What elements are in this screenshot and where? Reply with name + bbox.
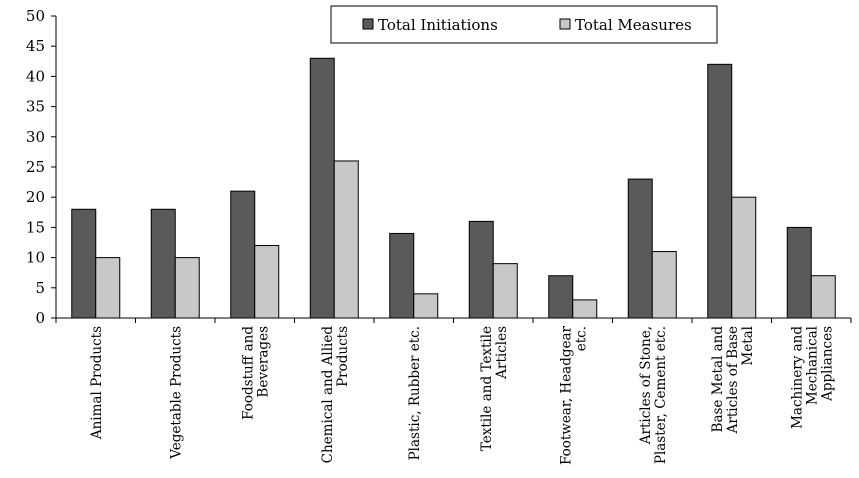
category-label: Chemical and Allied Products: [320, 326, 351, 464]
category-label-line: Mechanical: [804, 326, 820, 405]
y-tick-label: 0: [35, 309, 45, 327]
y-tick-label: 15: [26, 218, 45, 236]
bar-total-measures: [572, 299, 598, 319]
category-label-line: Articles of Base: [725, 326, 741, 434]
category-label: Textile and Textile Articles: [479, 326, 510, 451]
bar-total-initiations: [468, 220, 494, 319]
category-label: Animal Products: [89, 326, 105, 440]
category-label-line: Animal Products: [89, 326, 105, 440]
y-tick-label: 35: [26, 98, 45, 116]
category-label-line: Plaster, Cement etc.: [653, 326, 669, 464]
category-label-line: etc.: [573, 326, 589, 351]
bar-total-initiations: [548, 275, 574, 319]
bar-total-measures: [254, 245, 280, 319]
bar-total-initiations: [150, 208, 176, 319]
bar-total-measures: [95, 257, 121, 319]
category-label-line: Chemical and Allied: [320, 326, 336, 464]
bar-total-initiations: [786, 226, 812, 319]
category-labels: Animal Products Vegetable Products Foodstu…: [89, 325, 836, 465]
category-label-line: Articles: [494, 326, 510, 380]
category-label-line: Foodstuff and: [240, 326, 256, 420]
x-axis: [55, 317, 852, 323]
category-label: Base Metal and Articles of Base Metal: [710, 326, 756, 435]
bars: [71, 57, 836, 319]
bar-total-initiations: [309, 57, 335, 319]
category-label-line: Base Metal and: [710, 326, 726, 433]
y-tick-label: 45: [26, 37, 45, 55]
bar-total-initiations: [389, 232, 415, 319]
category-label-line: Footwear, Headgear: [558, 325, 574, 465]
bar-total-measures: [810, 275, 836, 319]
y-tick-label: 5: [35, 279, 45, 297]
legend-label: Total Initiations: [378, 16, 498, 34]
category-label-line: Machinery and: [789, 326, 805, 429]
bar-total-initiations: [627, 178, 653, 319]
y-axis: 0 5 10 15 20 25 30 35 40 45 50: [26, 7, 57, 327]
bar-total-measures: [413, 293, 439, 319]
category-label-line: Vegetable Products: [168, 326, 184, 460]
bar-total-measures: [333, 160, 359, 319]
category-label: Foodstuff and Beverages: [240, 326, 271, 420]
category-label-line: Metal: [740, 326, 756, 366]
category-label: Plastic, Rubber etc.: [407, 326, 423, 460]
bar-total-measures: [492, 263, 518, 319]
legend: Total Initiations Total Measures: [330, 5, 718, 44]
category-label: Vegetable Products: [168, 326, 184, 460]
category-label-line: Articles of Stone,: [638, 326, 654, 445]
legend-swatch-total-measures: [559, 18, 571, 30]
y-tick-label: 25: [26, 158, 45, 176]
y-tick-label: 40: [26, 67, 45, 85]
category-label: Machinery and Mechanical Appliances: [789, 326, 835, 429]
y-tick-label: 50: [26, 7, 45, 25]
y-tick-label: 30: [26, 128, 45, 146]
bar-total-initiations: [230, 190, 256, 319]
category-label-line: Products: [335, 326, 351, 387]
category-label: Articles of Stone, Plaster, Cement etc.: [638, 326, 669, 464]
legend-label: Total Measures: [575, 16, 692, 34]
bar-total-measures: [174, 257, 200, 319]
bar-total-measures: [731, 196, 757, 319]
bar-total-measures: [651, 251, 677, 319]
bar-total-initiations: [71, 208, 97, 319]
category-label-line: Plastic, Rubber etc.: [407, 326, 423, 460]
bar-total-initiations: [707, 63, 733, 319]
category-label-line: Appliances: [819, 326, 835, 402]
category-label-line: Textile and Textile: [479, 326, 495, 451]
y-tick-label: 20: [26, 188, 45, 206]
category-label: Footwear, Headgear etc.: [558, 325, 589, 465]
y-tick-label: 10: [26, 249, 45, 267]
category-label-line: Beverages: [255, 326, 271, 398]
legend-box: [330, 5, 718, 44]
legend-swatch-total-initiations: [362, 18, 374, 30]
